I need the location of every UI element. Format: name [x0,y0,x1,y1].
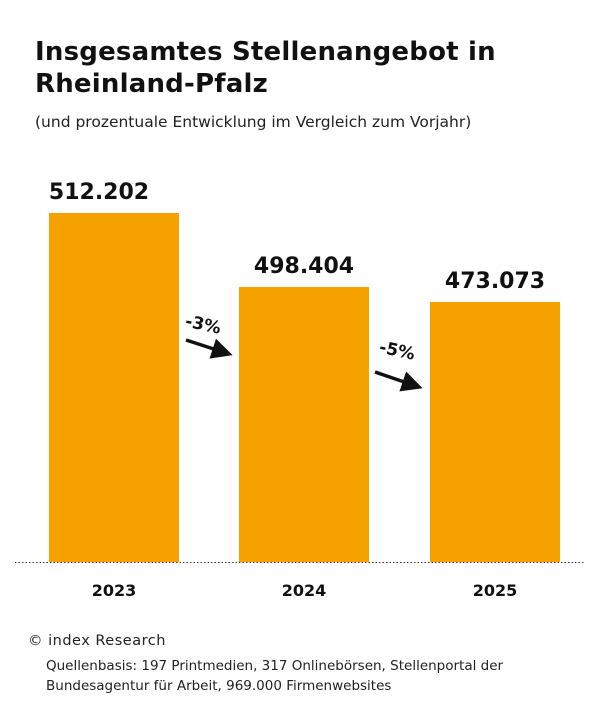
value-label: 512.202 [49,180,149,205]
x-tick-label: 2024 [282,581,327,600]
source-note: Quellenbasis: 197 Printmedien, 317 Onlin… [46,658,504,694]
change-label: -5% [377,338,416,365]
bar-2024 [239,287,369,562]
x-tick-label: 2025 [473,581,518,600]
credit: © index Research [28,633,166,649]
chart-title: Insgesamtes Stellenangebot in Rheinland-… [35,37,496,99]
x-tick-label: 2023 [92,581,137,600]
bar-2025 [430,302,560,562]
value-label: 473.073 [445,269,545,294]
change-label: -3% [183,312,222,339]
bar-chart: 512.202 2023 498.404 2024 473.073 2025 -3% -5% [15,180,585,600]
value-label: 498.404 [254,254,354,279]
change-arrow-icon [185,338,233,359]
bar-2023 [49,213,179,562]
change-arrow-icon [374,370,423,392]
chart-subtitle: (und prozentuale Entwicklung im Vergleic… [35,113,472,131]
